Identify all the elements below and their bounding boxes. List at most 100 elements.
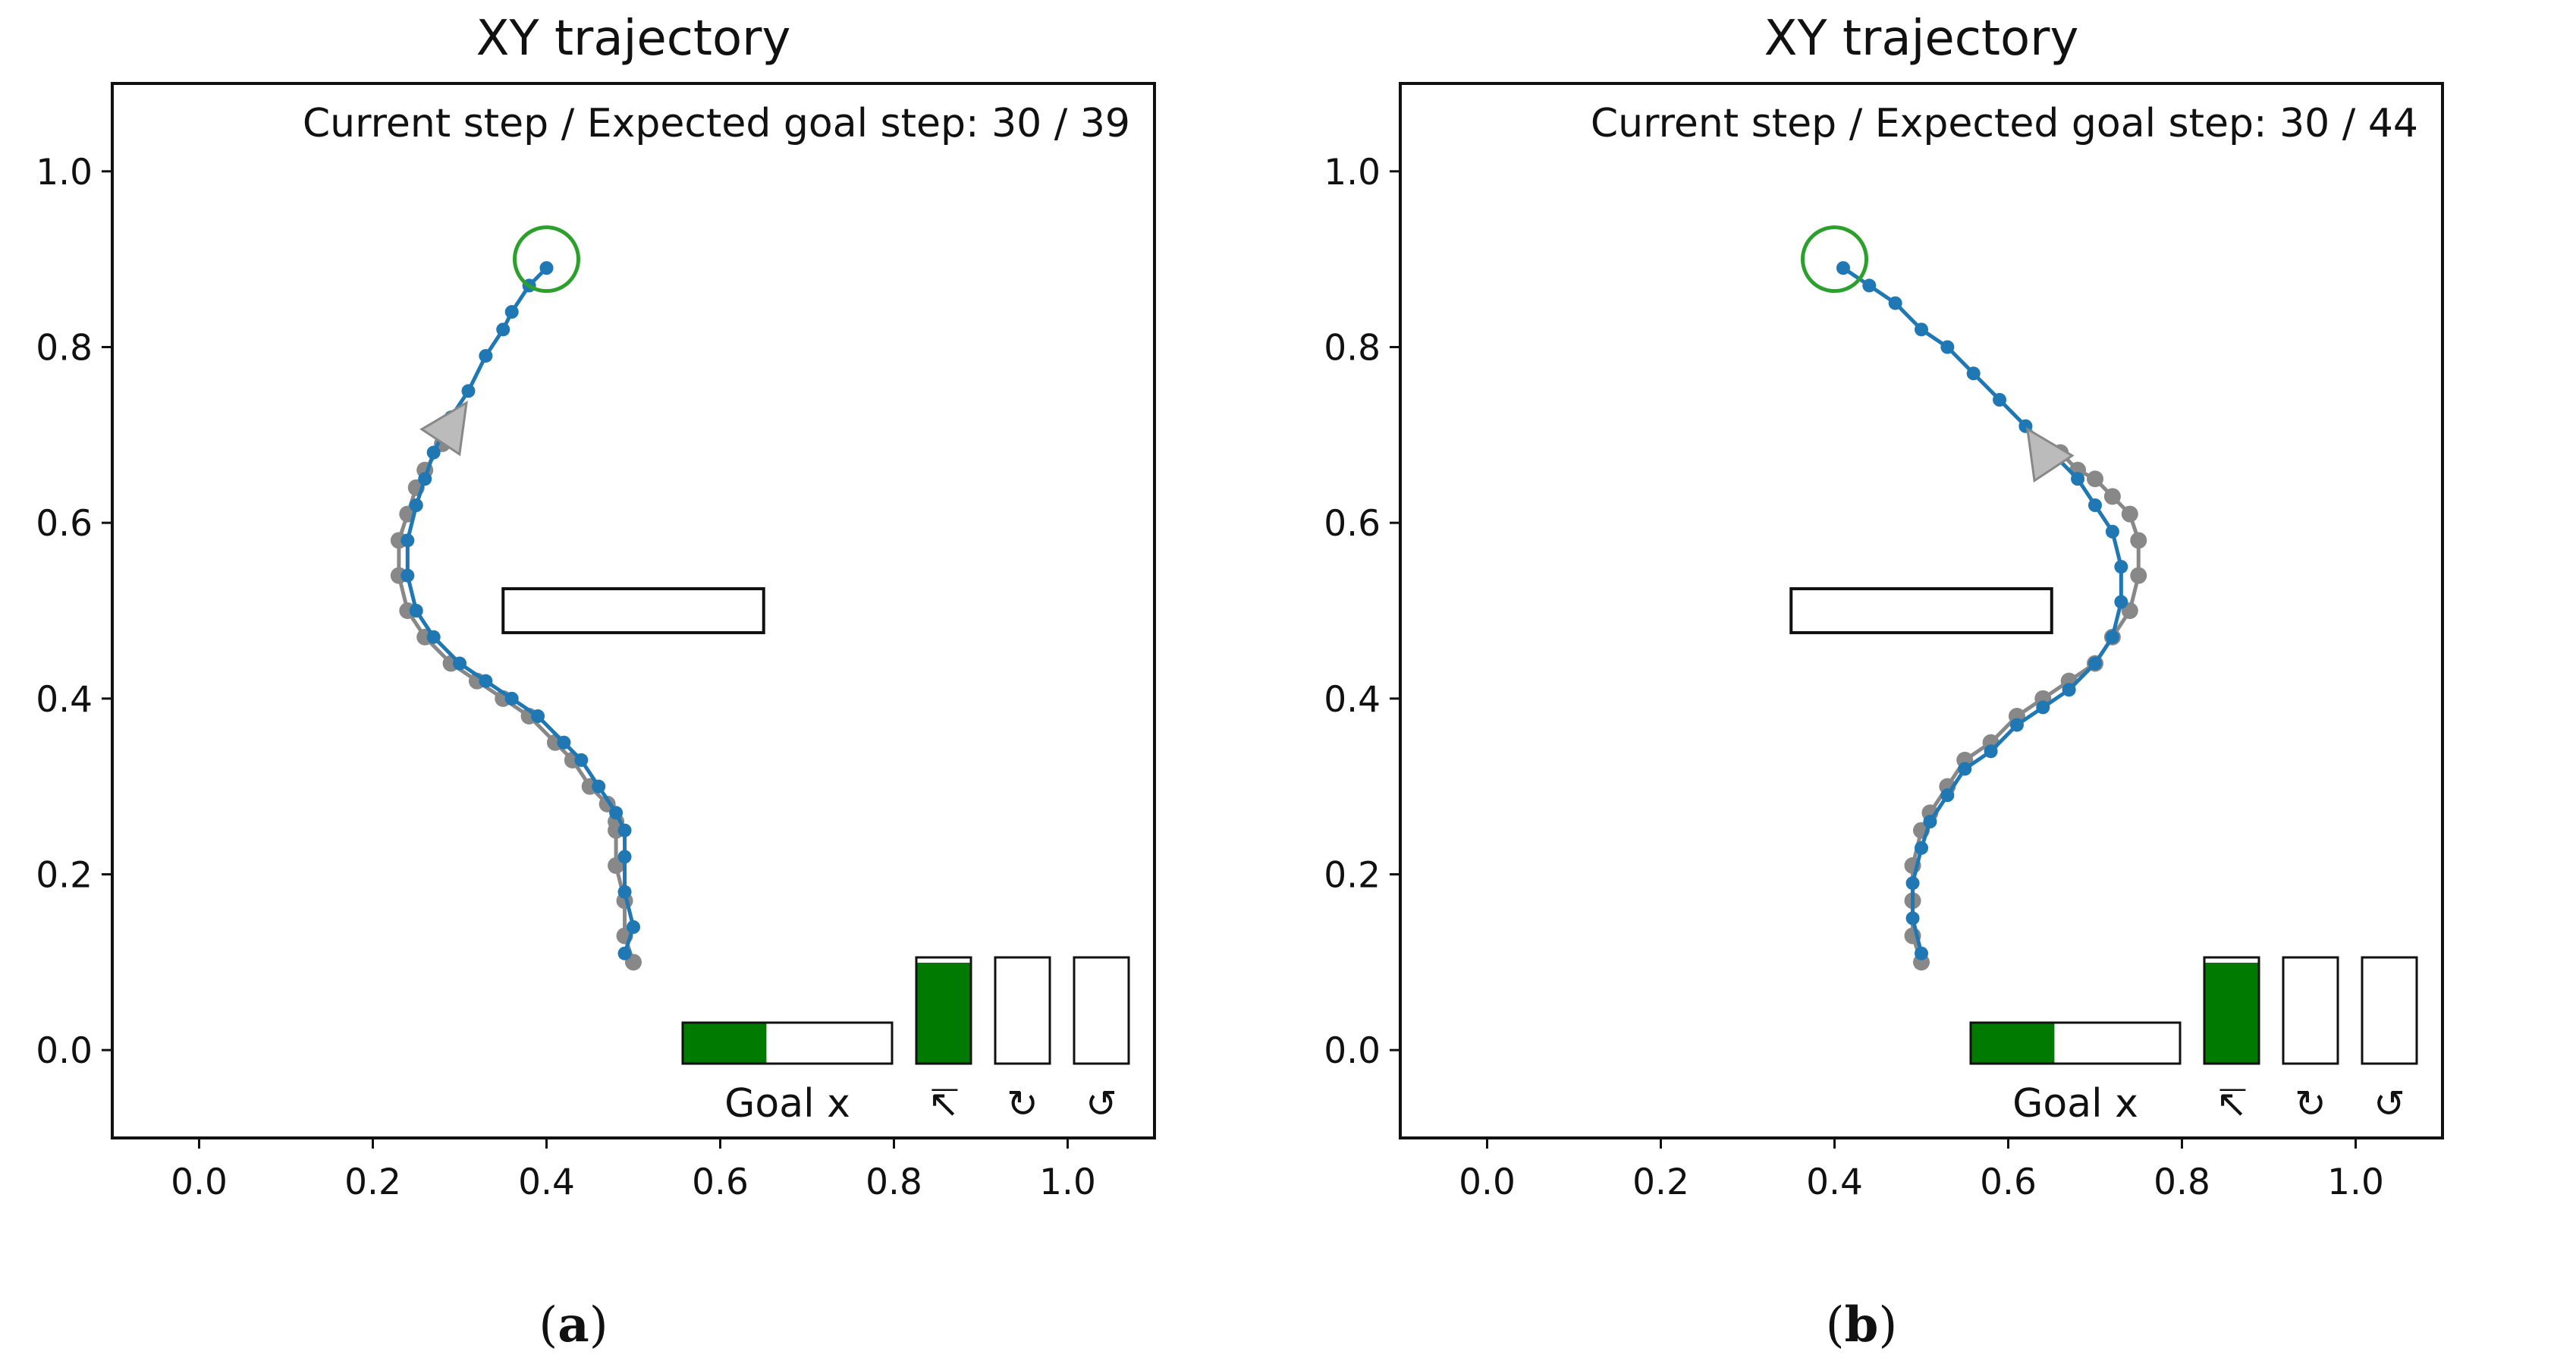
actual-trajectory-point	[504, 691, 519, 706]
plot-frame	[1399, 82, 2444, 1139]
caption-open-paren: (	[1826, 1297, 1845, 1353]
y-tick-label: 0.0	[1324, 1030, 1381, 1072]
x-tick-label: 0.4	[1806, 1161, 1863, 1203]
step-annotation: Current step / Expected goal step: 30 / …	[1591, 101, 2418, 146]
actual-trajectory-point	[1940, 340, 1955, 354]
goal-circle	[1801, 225, 1868, 294]
y-tick-label: 1.0	[36, 152, 93, 193]
x-tick-label: 1.0	[2327, 1161, 2384, 1203]
expected-trajectory-point	[2121, 505, 2138, 523]
actual-trajectory-point	[2114, 595, 2128, 609]
actual-trajectory-point	[1905, 911, 1920, 926]
caption-letter: b	[1845, 1297, 1879, 1353]
actual-trajectory-point	[557, 735, 571, 750]
actual-trajectory-point	[539, 261, 554, 275]
actual-trajectory-point	[401, 568, 415, 583]
actual-trajectory-point	[461, 384, 476, 398]
panel-caption: (a)	[539, 1297, 608, 1353]
actual-trajectory-point	[617, 946, 632, 960]
actual-trajectory-point	[1915, 946, 1928, 960]
actual-trajectory-point	[2062, 683, 2076, 697]
actual-trajectory-point	[409, 604, 423, 618]
actual-trajectory-point	[426, 630, 441, 644]
forward-diag-icon: ↸	[2216, 1082, 2248, 1126]
actual-trajectory-point	[617, 850, 632, 864]
actual-trajectory-point	[1958, 762, 1972, 776]
x-tick-label: 1.0	[1039, 1161, 1096, 1203]
rotate-ccw-icon: ↺	[2373, 1082, 2405, 1126]
caption-letter: a	[558, 1297, 589, 1353]
actual-trajectory-point	[531, 709, 545, 723]
x-tick-label: 0.8	[865, 1161, 922, 1203]
y-tick-label: 0.8	[36, 328, 93, 369]
actual-trajectory-point	[2105, 630, 2119, 644]
actual-trajectory-point	[2071, 472, 2085, 486]
x-tick-label: 0.6	[1980, 1161, 2037, 1203]
y-tick-label: 0.2	[36, 855, 93, 897]
actual-trajectory-point	[1966, 366, 1981, 381]
agent-arrow	[419, 401, 468, 457]
actual-trajectory-point	[2088, 656, 2102, 671]
actual-trajectory-point	[401, 533, 415, 548]
forward-diag-bar	[2203, 956, 2260, 1065]
x-tick-label: 0.4	[518, 1161, 575, 1203]
actual-trajectory-point	[617, 885, 632, 899]
rotate-ccw-icon: ↺	[1085, 1082, 1117, 1126]
actual-trajectory-point	[2036, 700, 2050, 715]
y-tick-label: 0.4	[36, 679, 93, 721]
trajectory-chart-b: XY trajectory Current step / Expected goa…	[1324, 11, 2444, 1353]
actual-trajectory-point	[1940, 788, 1955, 803]
y-tick-label: 0.6	[36, 503, 93, 545]
goal-x-label: Goal x	[2012, 1081, 2138, 1127]
actual-trajectory-point	[1984, 744, 1998, 759]
y-tick-label: 0.4	[1324, 679, 1381, 721]
agent-arrow	[2025, 426, 2075, 483]
step-annotation: Current step / Expected goal step: 30 / …	[303, 101, 1130, 146]
forward-diag-bar	[915, 956, 972, 1065]
actual-trajectory-point	[453, 656, 467, 671]
chart-title: XY trajectory	[1764, 11, 2079, 67]
y-tick-label: 1.0	[1324, 152, 1381, 193]
rotate-cw-icon: ↻	[1007, 1082, 1038, 1126]
expected-trajectory-line	[397, 442, 636, 963]
chart-title: XY trajectory	[476, 11, 791, 67]
actual-trajectory-point	[479, 674, 493, 688]
actual-trajectory-point	[592, 779, 606, 794]
actual-trajectory-point	[1905, 876, 1920, 891]
expected-trajectory-point	[2130, 567, 2147, 584]
actual-trajectory-point	[1888, 296, 1902, 310]
y-tick-label: 0.8	[1324, 328, 1381, 369]
forward-diag-icon: ↸	[928, 1082, 960, 1126]
x-tick-label: 0.0	[1459, 1161, 1516, 1203]
goal-x-bar	[681, 1021, 894, 1065]
actual-trajectory-point	[2088, 498, 2102, 512]
obstacle-rect	[1789, 587, 2053, 634]
actual-trajectory-point	[2105, 524, 2119, 539]
y-tick-label: 0.0	[36, 1030, 93, 1072]
forward-diag-fill	[2204, 963, 2259, 1064]
y-tick-label: 0.2	[1324, 855, 1381, 897]
actual-trajectory-point	[574, 753, 589, 767]
goal-x-fill	[683, 1023, 767, 1064]
actual-trajectory-point	[617, 823, 632, 838]
actual-trajectory-point	[496, 322, 510, 337]
goal-x-label: Goal x	[724, 1081, 850, 1127]
x-tick-label: 0.2	[344, 1161, 401, 1203]
actual-trajectory-point	[1862, 278, 1877, 293]
rotate-ccw-bar	[2361, 956, 2418, 1065]
goal-circle	[513, 225, 580, 294]
x-tick-label: 0.2	[1632, 1161, 1689, 1203]
x-tick-label: 0.8	[2153, 1161, 2210, 1203]
forward-diag-fill	[916, 963, 971, 1064]
expected-trajectory-point	[2087, 470, 2103, 488]
x-tick-label: 0.0	[171, 1161, 228, 1203]
caption-close-paren: )	[589, 1297, 608, 1353]
actual-trajectory-point	[409, 498, 423, 512]
rotate-cw-bar	[994, 956, 1051, 1065]
caption-close-paren: )	[1878, 1297, 1897, 1353]
actual-trajectory-point	[504, 305, 519, 319]
obstacle-rect	[501, 587, 765, 634]
expected-trajectory-point	[2103, 488, 2121, 505]
actual-trajectory-point	[1923, 815, 1937, 828]
goal-x-bar	[1969, 1021, 2182, 1065]
